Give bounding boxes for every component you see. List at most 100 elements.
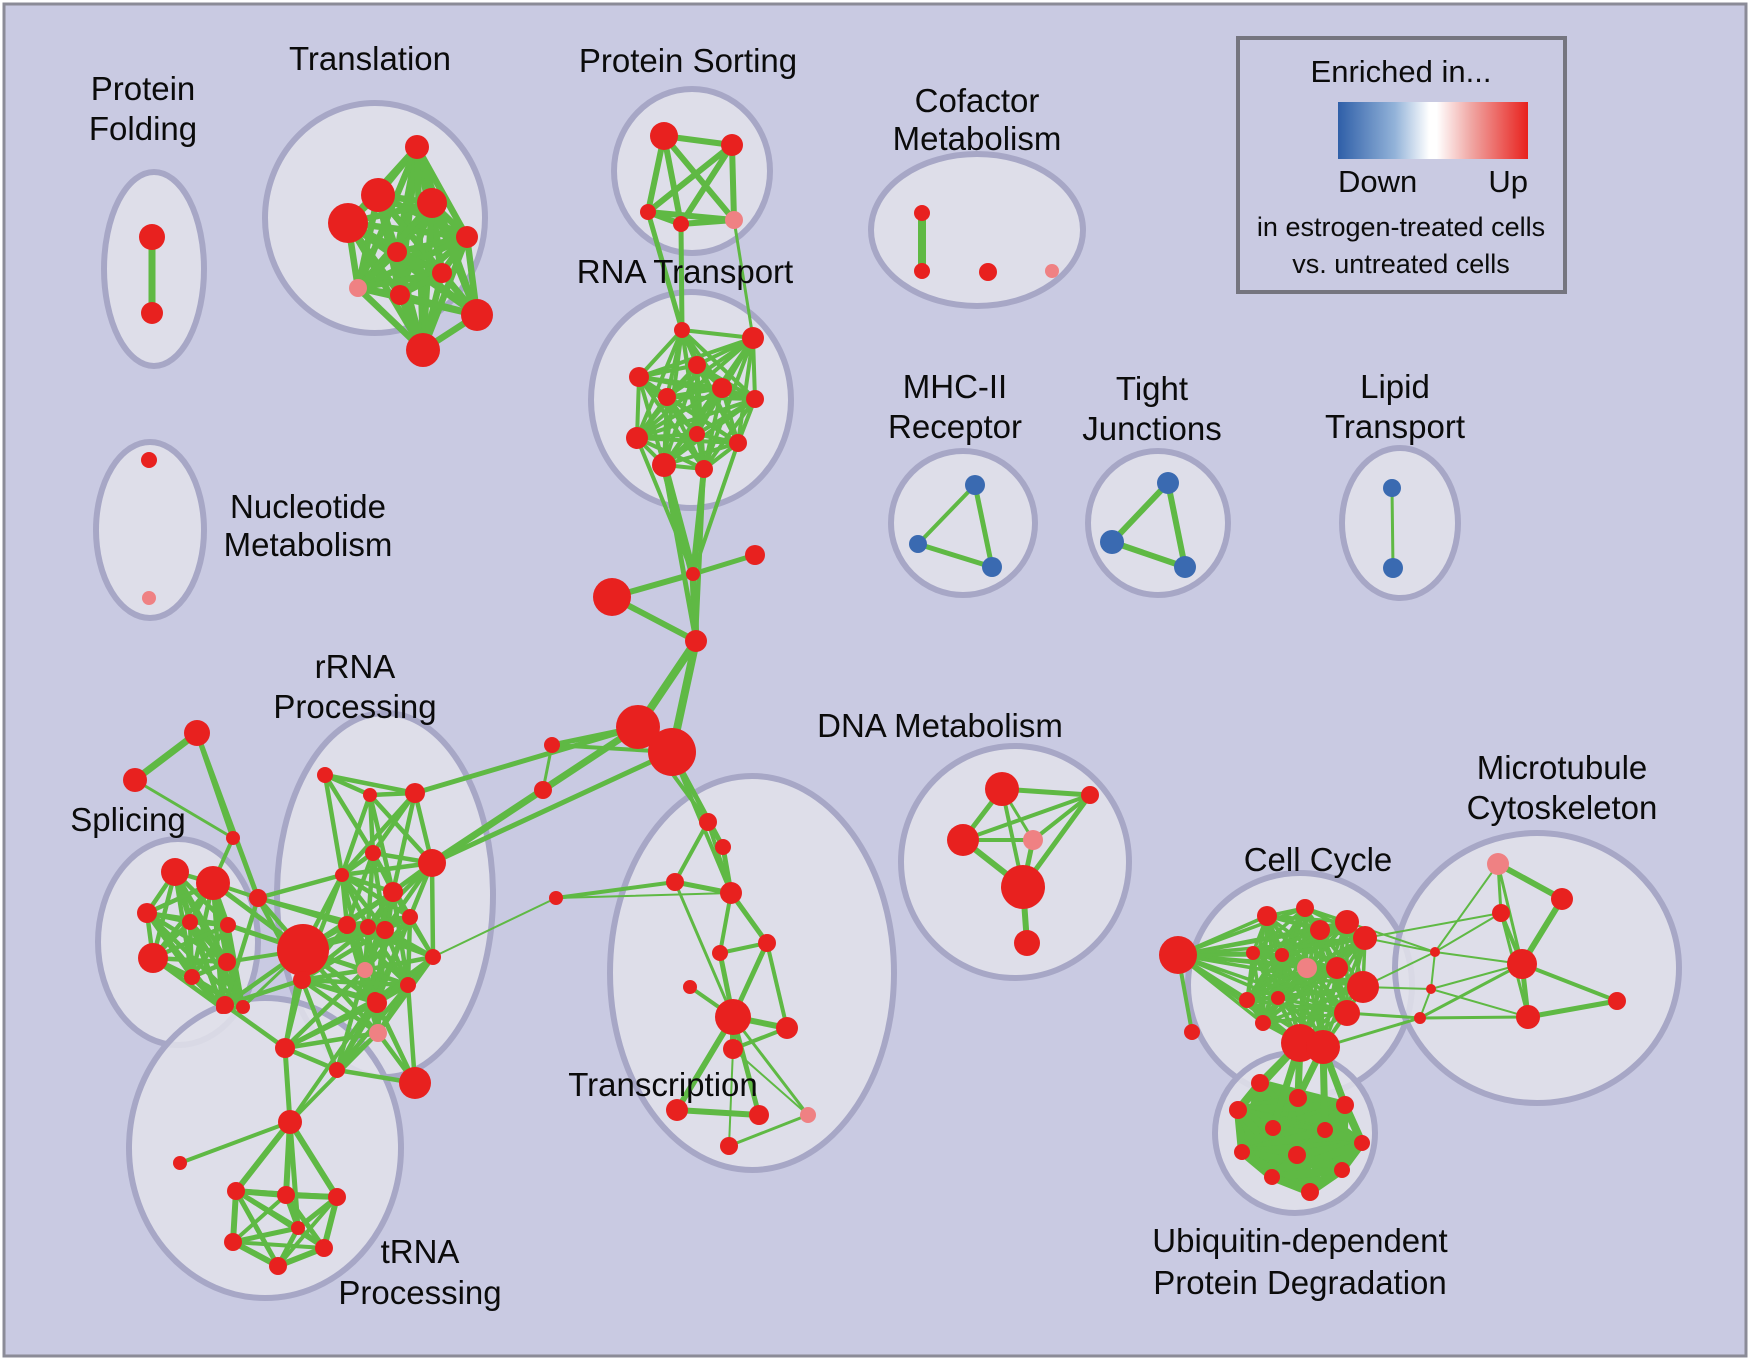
network-node[interactable] bbox=[1271, 991, 1285, 1005]
network-node[interactable] bbox=[182, 914, 198, 930]
network-node[interactable] bbox=[534, 781, 552, 799]
network-node[interactable] bbox=[349, 279, 367, 297]
network-node[interactable] bbox=[293, 971, 311, 989]
network-node[interactable] bbox=[1336, 1096, 1354, 1114]
network-node[interactable] bbox=[369, 1024, 387, 1042]
network-node[interactable] bbox=[418, 849, 446, 877]
network-node[interactable] bbox=[1334, 1000, 1360, 1026]
network-node[interactable] bbox=[196, 866, 230, 900]
network-node[interactable] bbox=[648, 728, 696, 776]
network-node[interactable] bbox=[139, 224, 165, 250]
network-node[interactable] bbox=[666, 1099, 688, 1121]
network-node[interactable] bbox=[425, 949, 441, 965]
network-node[interactable] bbox=[544, 737, 560, 753]
network-node[interactable] bbox=[652, 453, 676, 477]
network-node[interactable] bbox=[776, 1017, 798, 1039]
network-node[interactable] bbox=[317, 767, 333, 783]
network-node[interactable] bbox=[699, 813, 717, 831]
network-node[interactable] bbox=[1487, 853, 1509, 875]
network-node[interactable] bbox=[1551, 888, 1573, 910]
network-node[interactable] bbox=[715, 999, 751, 1035]
network-node[interactable] bbox=[1045, 264, 1059, 278]
network-node[interactable] bbox=[291, 1221, 305, 1235]
network-node[interactable] bbox=[1255, 1015, 1271, 1031]
network-node[interactable] bbox=[658, 388, 676, 406]
network-node[interactable] bbox=[417, 188, 447, 218]
network-node[interactable] bbox=[666, 873, 684, 891]
network-node[interactable] bbox=[405, 783, 425, 803]
network-node[interactable] bbox=[712, 945, 728, 961]
network-node[interactable] bbox=[685, 630, 707, 652]
network-node[interactable] bbox=[1264, 1169, 1280, 1185]
network-node[interactable] bbox=[640, 204, 656, 220]
network-node[interactable] bbox=[220, 917, 236, 933]
network-node[interactable] bbox=[1023, 830, 1043, 850]
network-node[interactable] bbox=[227, 1182, 245, 1200]
network-node[interactable] bbox=[361, 178, 395, 212]
network-node[interactable] bbox=[1100, 530, 1124, 554]
network-node[interactable] bbox=[746, 390, 764, 408]
network-node[interactable] bbox=[1257, 906, 1277, 926]
network-node[interactable] bbox=[729, 434, 747, 452]
network-node[interactable] bbox=[461, 299, 493, 331]
network-node[interactable] bbox=[1516, 1005, 1540, 1029]
network-node[interactable] bbox=[1296, 899, 1314, 917]
network-node[interactable] bbox=[277, 924, 329, 976]
network-node[interactable] bbox=[626, 427, 648, 449]
network-node[interactable] bbox=[236, 1000, 250, 1014]
network-node[interactable] bbox=[328, 1188, 346, 1206]
network-node[interactable] bbox=[387, 242, 407, 262]
network-node[interactable] bbox=[360, 919, 376, 935]
network-node[interactable] bbox=[720, 882, 742, 904]
network-node[interactable] bbox=[1239, 992, 1255, 1008]
network-node[interactable] bbox=[914, 205, 930, 221]
network-node[interactable] bbox=[399, 1067, 431, 1099]
network-node[interactable] bbox=[1081, 786, 1099, 804]
network-node[interactable] bbox=[1275, 948, 1289, 962]
network-node[interactable] bbox=[432, 263, 452, 283]
network-node[interactable] bbox=[138, 943, 168, 973]
network-node[interactable] bbox=[674, 322, 690, 338]
network-node[interactable] bbox=[1426, 984, 1436, 994]
network-node[interactable] bbox=[141, 302, 163, 324]
network-node[interactable] bbox=[1334, 1162, 1350, 1178]
network-node[interactable] bbox=[400, 977, 416, 993]
network-node[interactable] bbox=[1353, 926, 1377, 950]
network-node[interactable] bbox=[1246, 946, 1260, 960]
network-node[interactable] bbox=[338, 916, 356, 934]
network-node[interactable] bbox=[616, 705, 660, 749]
network-node[interactable] bbox=[1184, 1024, 1200, 1040]
network-node[interactable] bbox=[269, 1257, 287, 1275]
network-node[interactable] bbox=[715, 839, 731, 855]
network-node[interactable] bbox=[329, 1062, 345, 1078]
network-node[interactable] bbox=[1174, 556, 1196, 578]
network-node[interactable] bbox=[982, 557, 1002, 577]
network-node[interactable] bbox=[800, 1107, 816, 1123]
network-node[interactable] bbox=[161, 858, 189, 886]
network-node[interactable] bbox=[1335, 910, 1359, 934]
network-node[interactable] bbox=[184, 969, 200, 985]
network-node[interactable] bbox=[184, 720, 210, 746]
network-node[interactable] bbox=[650, 122, 678, 150]
network-node[interactable] bbox=[1383, 558, 1403, 578]
network-node[interactable] bbox=[1347, 971, 1379, 1003]
network-node[interactable] bbox=[1317, 1122, 1333, 1138]
network-node[interactable] bbox=[723, 1039, 743, 1059]
network-node[interactable] bbox=[1289, 1089, 1307, 1107]
network-node[interactable] bbox=[405, 135, 429, 159]
network-node[interactable] bbox=[357, 962, 373, 978]
network-node[interactable] bbox=[1265, 1120, 1281, 1136]
network-node[interactable] bbox=[593, 578, 631, 616]
network-node[interactable] bbox=[224, 1233, 242, 1251]
network-node[interactable] bbox=[1354, 1135, 1370, 1151]
network-node[interactable] bbox=[1159, 936, 1197, 974]
network-node[interactable] bbox=[686, 567, 700, 581]
network-node[interactable] bbox=[712, 378, 732, 398]
network-node[interactable] bbox=[1492, 904, 1510, 922]
network-node[interactable] bbox=[749, 1105, 769, 1125]
network-node[interactable] bbox=[315, 1239, 333, 1257]
network-node[interactable] bbox=[1001, 865, 1045, 909]
network-node[interactable] bbox=[1507, 949, 1537, 979]
network-node[interactable] bbox=[1234, 1144, 1250, 1160]
network-node[interactable] bbox=[1301, 1183, 1319, 1201]
